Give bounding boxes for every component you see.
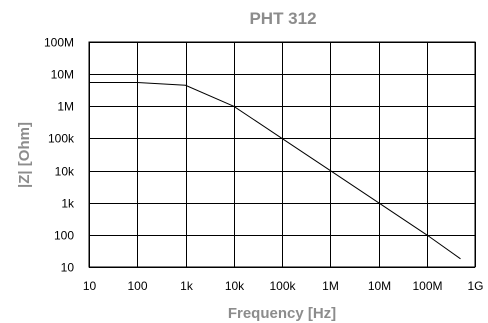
grid bbox=[89, 42, 476, 268]
y-axis-label: |Z| [Ohm] bbox=[16, 122, 33, 188]
chart-title: PHT 312 bbox=[249, 9, 316, 28]
y-tick-label: 100 bbox=[54, 229, 74, 243]
series-layer bbox=[89, 82, 461, 260]
y-tick-label: 1k bbox=[61, 197, 75, 211]
x-tick-label: 100M bbox=[412, 279, 442, 293]
x-tick-label: 1k bbox=[180, 279, 194, 293]
y-tick-label: 100M bbox=[44, 36, 74, 50]
x-tick-label: 100 bbox=[127, 279, 147, 293]
x-tick-label: 10M bbox=[368, 279, 391, 293]
y-tick-label: 10k bbox=[55, 165, 75, 179]
y-axis-ticks: 10 100 1k 10k 100k 1M 10M 100M bbox=[44, 36, 75, 275]
x-tick-label: 1M bbox=[322, 279, 339, 293]
impedance-curve bbox=[89, 82, 461, 260]
x-tick-label: 100k bbox=[269, 279, 296, 293]
y-tick-label: 10M bbox=[51, 68, 74, 82]
y-tick-label: 10 bbox=[61, 261, 75, 275]
x-tick-label: 10k bbox=[225, 279, 245, 293]
y-tick-label: 1M bbox=[57, 100, 74, 114]
x-axis-ticks: 10 100 1k 10k 100k 1M 10M 100M 1G bbox=[83, 279, 484, 293]
x-tick-label: 1G bbox=[467, 279, 483, 293]
x-axis-label: Frequency [Hz] bbox=[228, 305, 336, 322]
plot-frame bbox=[88, 41, 476, 268]
x-tick-label: 10 bbox=[83, 279, 97, 293]
y-tick-label: 100k bbox=[48, 132, 75, 146]
